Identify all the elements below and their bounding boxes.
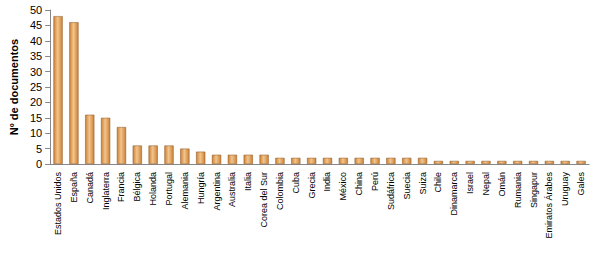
svg-text:35: 35 xyxy=(30,50,42,62)
svg-text:Omán: Omán xyxy=(497,172,507,197)
svg-text:China: China xyxy=(354,172,364,196)
svg-text:India: India xyxy=(322,172,332,192)
svg-text:Grecia: Grecia xyxy=(307,172,317,199)
svg-text:5: 5 xyxy=(36,143,42,155)
svg-text:Estados Unidos: Estados Unidos xyxy=(53,172,63,236)
svg-text:Nº de documentos: Nº de documentos xyxy=(8,39,20,135)
svg-text:Nepal: Nepal xyxy=(481,172,491,196)
svg-text:Sudáfrica: Sudáfrica xyxy=(386,172,396,210)
svg-text:Perú: Perú xyxy=(370,172,380,191)
svg-text:50: 50 xyxy=(30,4,42,16)
svg-text:Argentina: Argentina xyxy=(212,172,222,211)
svg-text:Cuba: Cuba xyxy=(291,172,301,194)
svg-text:Singapur: Singapur xyxy=(529,172,539,208)
svg-text:Bélgica: Bélgica xyxy=(132,172,142,202)
svg-text:Holanda: Holanda xyxy=(148,172,158,206)
svg-text:Uruguay: Uruguay xyxy=(560,172,570,207)
svg-text:Gales: Gales xyxy=(576,172,586,196)
svg-text:Colombia: Colombia xyxy=(275,172,285,210)
svg-text:30: 30 xyxy=(30,66,42,78)
svg-text:0: 0 xyxy=(36,158,42,170)
svg-text:Suiza: Suiza xyxy=(418,172,428,195)
svg-text:México: México xyxy=(338,172,348,201)
svg-text:Corea del Sur: Corea del Sur xyxy=(259,172,269,228)
svg-text:Israel: Israel xyxy=(465,172,475,194)
svg-text:20: 20 xyxy=(30,96,42,108)
svg-text:Chile: Chile xyxy=(433,172,443,193)
svg-text:Dinamarca: Dinamarca xyxy=(449,172,459,216)
svg-text:Emiratos Árabes: Emiratos Árabes xyxy=(544,172,554,239)
svg-text:España: España xyxy=(69,172,79,203)
svg-text:Australia: Australia xyxy=(227,172,237,207)
svg-text:Suecia: Suecia xyxy=(402,172,412,200)
svg-text:40: 40 xyxy=(30,35,42,47)
svg-text:Inglaterra: Inglaterra xyxy=(101,172,111,210)
svg-text:Canadá: Canadá xyxy=(85,172,95,204)
svg-text:Italia: Italia xyxy=(243,172,253,191)
svg-text:Hungría: Hungría xyxy=(196,172,206,204)
svg-text:15: 15 xyxy=(30,112,42,124)
svg-text:Francia: Francia xyxy=(116,172,126,202)
svg-text:25: 25 xyxy=(30,81,42,93)
svg-text:Alemania: Alemania xyxy=(180,172,190,210)
svg-text:Rumania: Rumania xyxy=(513,172,523,208)
svg-text:Portugal: Portugal xyxy=(164,172,174,206)
svg-text:45: 45 xyxy=(30,19,42,31)
svg-text:10: 10 xyxy=(30,127,42,139)
